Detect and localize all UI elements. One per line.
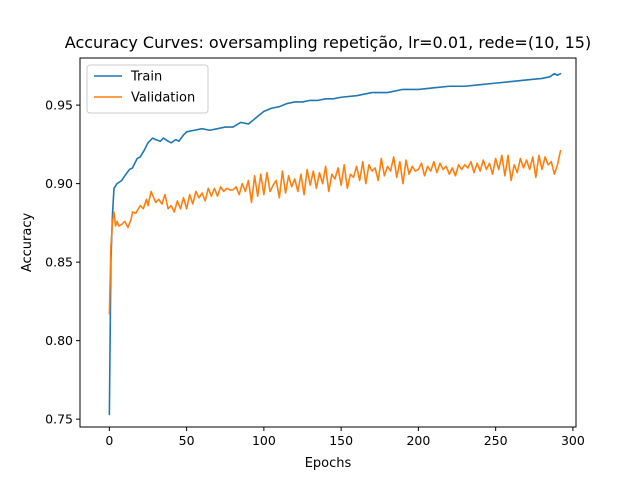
- y-tick-label: 0.95: [45, 98, 73, 113]
- x-tick-label: 0: [105, 433, 113, 448]
- x-tick-label: 50: [179, 433, 195, 448]
- x-tick-label: 100: [252, 433, 276, 448]
- legend-box: [86, 64, 209, 114]
- series-layer: [108, 72, 562, 416]
- x-axis-ticks: 0 50 100 150 200 250 300: [105, 427, 585, 448]
- chart-title: Accuracy Curves: oversampling repetição,…: [65, 33, 591, 52]
- x-tick-label: 300: [561, 433, 585, 448]
- y-axis-title: Accuracy: [20, 213, 35, 273]
- legend-label-validation: Validation: [131, 91, 195, 106]
- y-tick-label: 0.80: [45, 333, 73, 348]
- legend: Train Validation: [86, 64, 209, 114]
- series-line-validation: [108, 149, 562, 315]
- x-axis-title: Epochs: [305, 456, 352, 471]
- axes-frame: [79, 57, 577, 428]
- x-tick-label: 150: [329, 433, 353, 448]
- x-tick-label: 200: [406, 433, 430, 448]
- x-tick-label: 250: [484, 433, 508, 448]
- legend-label-train: Train: [130, 70, 162, 85]
- y-axis-ticks: 0.75 0.80 0.85 0.90 0.95: [45, 98, 80, 427]
- y-tick-label: 0.90: [45, 176, 73, 191]
- series-line-train: [108, 72, 562, 416]
- y-tick-label: 0.85: [45, 255, 73, 270]
- y-tick-label: 0.75: [45, 412, 73, 427]
